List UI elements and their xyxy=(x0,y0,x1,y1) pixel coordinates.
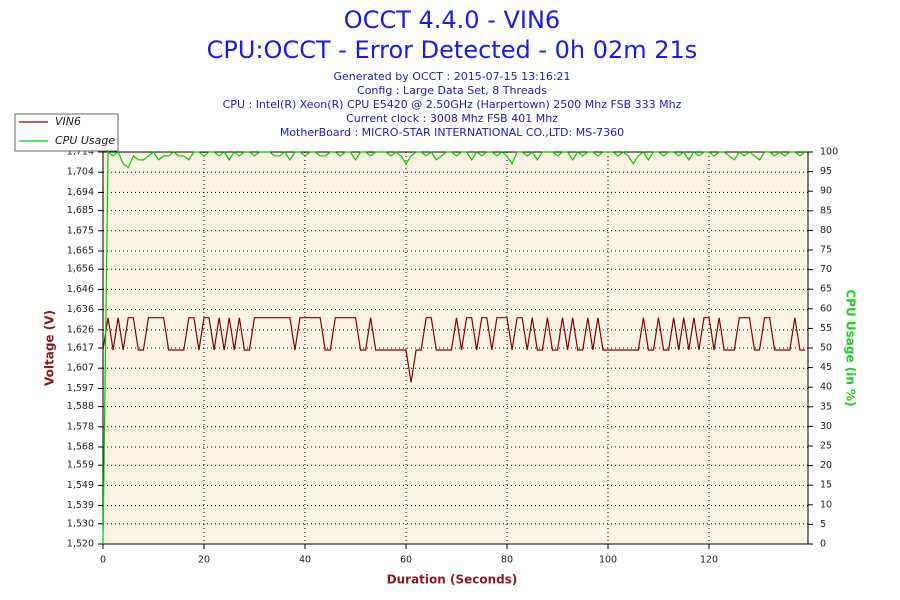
y-tick-label: 1,549 xyxy=(67,480,94,491)
x-tick-label: 0 xyxy=(100,555,106,566)
y-tick-label: 1,617 xyxy=(67,343,94,354)
info-line: Current clock : 3008 Mhz FSB 401 Mhz xyxy=(346,112,558,125)
series-line xyxy=(102,317,805,383)
y-tick-label: 1,530 xyxy=(67,518,94,529)
y-tick-label: 1,568 xyxy=(67,442,94,453)
legend-box xyxy=(14,113,119,152)
x-tick-label: 40 xyxy=(299,555,311,566)
y-tick-label: 1,704 xyxy=(67,167,94,178)
y-tick-label: 1,656 xyxy=(67,264,94,275)
y2-tick-label: 10 xyxy=(820,499,832,510)
y-tick-label: 1,636 xyxy=(67,304,94,315)
y2-tick-label: 75 xyxy=(820,245,832,256)
chart-title: OCCT 4.4.0 - VIN6 xyxy=(344,6,560,34)
x-tick-label: 60 xyxy=(400,555,412,566)
y2-tick-label: 40 xyxy=(820,382,832,393)
y2-tick-label: 0 xyxy=(820,539,826,550)
y2-tick-label: 60 xyxy=(820,303,832,314)
y-tick-label: 1,714 xyxy=(67,147,94,158)
y2-tick-label: 70 xyxy=(820,264,832,275)
y2-tick-label: 85 xyxy=(820,205,832,216)
y-tick-label: 1,588 xyxy=(67,401,94,412)
x-axis-label: Duration (Seconds) xyxy=(387,573,518,587)
legend-label: VIN6 xyxy=(55,115,81,128)
y2-tick-label: 65 xyxy=(820,284,832,295)
x-tick-label: 20 xyxy=(198,555,210,566)
y-tick-label: 1,665 xyxy=(67,246,94,257)
y-tick-label: 1,578 xyxy=(67,421,94,432)
y2-tick-label: 5 xyxy=(820,519,826,530)
chart-subtitle: CPU:OCCT - Error Detected - 0h 02m 21s xyxy=(207,36,698,64)
y2-tick-label: 25 xyxy=(820,441,832,452)
y-tick-label: 1,539 xyxy=(67,500,94,511)
info-line: MotherBoard : MICRO-STAR INTERNATIONAL C… xyxy=(280,126,624,139)
info-line: Generated by OCCT : 2015-07-15 13:16:21 xyxy=(333,70,570,83)
y-tick-label: 1,694 xyxy=(67,187,94,198)
info-line: Config : Large Data Set, 8 Threads xyxy=(357,84,547,97)
y2-tick-label: 95 xyxy=(820,166,832,177)
series-line xyxy=(102,150,806,545)
y2-tick-label: 55 xyxy=(820,323,832,334)
y2-tick-label: 45 xyxy=(820,362,832,373)
y-tick-label: 1,607 xyxy=(67,363,94,374)
y-axis-label: Voltage (V) xyxy=(43,310,57,386)
y-tick-label: 1,675 xyxy=(67,225,94,236)
x-tick-label: 80 xyxy=(501,555,513,566)
y2-tick-label: 100 xyxy=(820,147,838,158)
y-tick-label: 1,646 xyxy=(67,284,94,295)
y-tick-label: 1,559 xyxy=(67,460,94,471)
y2-tick-label: 15 xyxy=(820,480,832,491)
y2-tick-label: 35 xyxy=(820,401,832,412)
y-tick-label: 1,685 xyxy=(67,205,94,216)
y2-tick-label: 90 xyxy=(820,186,832,197)
x-tick-label: 100 xyxy=(599,555,617,566)
y-tick-label: 1,626 xyxy=(67,324,94,335)
legend-label: CPU Usage xyxy=(55,134,115,147)
y2-tick-label: 50 xyxy=(820,343,832,354)
y2-tick-label: 30 xyxy=(820,421,832,432)
y-tick-label: 1,597 xyxy=(67,383,94,394)
info-line: CPU : Intel(R) Xeon(R) CPU E5420 @ 2.50G… xyxy=(223,98,682,111)
y-tick-label: 1,520 xyxy=(67,539,94,550)
y2-tick-label: 20 xyxy=(820,460,832,471)
y2-tick-label: 80 xyxy=(820,225,832,236)
y2-axis-label: CPU Usage (in %) xyxy=(844,289,858,406)
x-tick-label: 120 xyxy=(700,555,718,566)
